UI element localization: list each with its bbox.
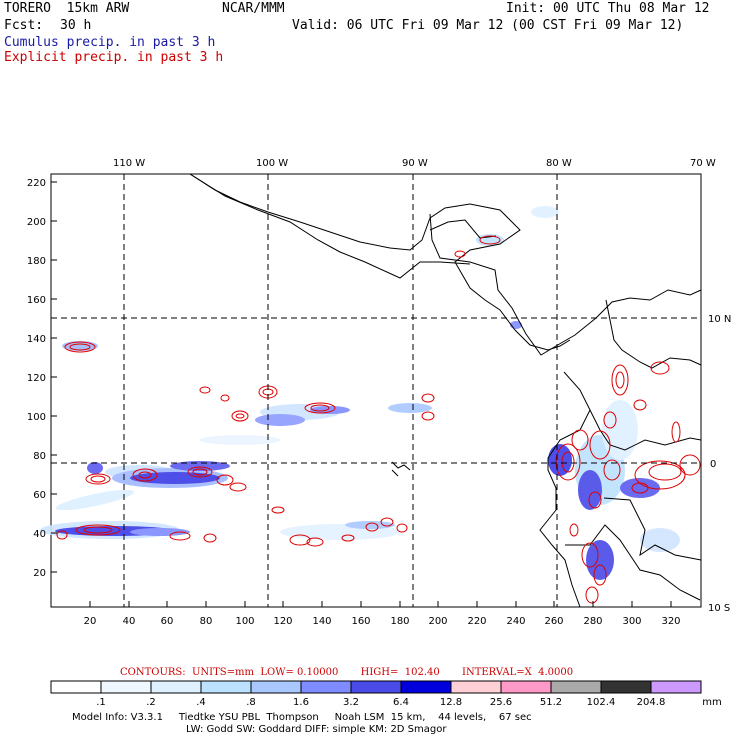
coastlines xyxy=(189,173,702,608)
legend-explicit: Explicit precip. in past 3 h xyxy=(4,50,224,65)
axis-ticks xyxy=(51,181,672,607)
colorbar-label: .4 xyxy=(196,697,206,708)
x-tick-label: 40 xyxy=(123,616,136,627)
x-tick-label: 100 xyxy=(235,616,254,627)
colorbar-swatch xyxy=(600,680,652,694)
lon-label: 80 W xyxy=(546,158,572,169)
colorbar xyxy=(50,680,702,694)
forecast-label: Fcst: xyxy=(4,18,44,33)
y-tick-label: 140 xyxy=(27,334,46,345)
y-tick-label: 100 xyxy=(27,412,46,423)
contour-info: CONTOURS: UNITS=mm LOW= 0.10000 HIGH= 10… xyxy=(120,667,574,678)
lat-labels: 10 N 0 10 S xyxy=(708,314,731,614)
colorbar-label: .1 xyxy=(96,697,106,708)
colorbar-swatch xyxy=(50,680,102,694)
x-tick-label: 300 xyxy=(622,616,641,627)
colorbar-label: 3.2 xyxy=(343,697,359,708)
colorbar-swatch xyxy=(200,680,252,694)
lon-label: 100 W xyxy=(256,158,288,169)
model-info-line1: Model Info: V3.3.1 Tiedtke YSU PBL Thomp… xyxy=(72,712,532,723)
colorbar-label: 12.8 xyxy=(440,697,462,708)
colorbar-swatch xyxy=(500,680,552,694)
lat-label: 10 S xyxy=(708,603,730,614)
x-tick-label: 160 xyxy=(351,616,370,627)
x-tick-labels: 20 40 60 80 100 120 140 160 180 200 220 … xyxy=(84,616,681,627)
explicit-precip xyxy=(56,235,701,604)
colorbar-label: 102.4 xyxy=(587,697,616,708)
y-tick-label: 40 xyxy=(33,529,46,540)
colorbar-label: 1.6 xyxy=(293,697,309,708)
graticule xyxy=(51,174,701,607)
x-tick-label: 240 xyxy=(506,616,525,627)
y-tick-label: 60 xyxy=(33,490,46,501)
y-tick-label: 160 xyxy=(27,295,46,306)
colorbar-swatch xyxy=(150,680,202,694)
model-info-line2: LW: Godd SW: Goddard DIFF: simple KM: 2D… xyxy=(186,724,447,735)
y-tick-label: 200 xyxy=(27,217,46,228)
y-tick-label: 180 xyxy=(27,256,46,267)
x-tick-label: 320 xyxy=(661,616,680,627)
y-tick-label: 20 xyxy=(33,568,46,579)
colorbar-swatch xyxy=(450,680,502,694)
x-tick-label: 220 xyxy=(467,616,486,627)
y-tick-label: 80 xyxy=(33,451,46,462)
y-tick-label: 220 xyxy=(27,178,46,189)
lat-label: 10 N xyxy=(708,314,731,325)
lon-label: 70 W xyxy=(690,158,716,169)
center-label: NCAR/MMM xyxy=(222,1,285,16)
colorbar-swatch xyxy=(650,680,702,694)
colorbar-label: 6.4 xyxy=(393,697,409,708)
colorbar-label: 204.8 xyxy=(637,697,666,708)
colorbar-label: 51.2 xyxy=(540,697,562,708)
valid-time: Valid: 06 UTC Fri 09 Mar 12 (00 CST Fri … xyxy=(292,18,684,33)
forecast-hour: 30 h xyxy=(60,18,92,33)
lon-labels: 110 W 100 W 90 W 80 W 70 W xyxy=(113,158,716,169)
y-tick-labels: 20 40 60 80 100 120 140 160 180 200 220 xyxy=(27,178,46,579)
y-tick-label: 120 xyxy=(27,373,46,384)
model-title: TORERO 15km ARW xyxy=(4,1,130,16)
legend-cumulus: Cumulus precip. in past 3 h xyxy=(4,35,216,50)
colorbar-label: 25.6 xyxy=(490,697,512,708)
x-tick-label: 200 xyxy=(428,616,447,627)
lat-label: 0 xyxy=(710,459,716,470)
init-time: Init: 00 UTC Thu 08 Mar 12 xyxy=(506,1,710,16)
x-tick-label: 120 xyxy=(273,616,292,627)
x-tick-label: 280 xyxy=(583,616,602,627)
colorbar-swatch xyxy=(550,680,602,694)
x-tick-label: 140 xyxy=(312,616,331,627)
colorbar-label: .2 xyxy=(146,697,156,708)
x-tick-label: 260 xyxy=(544,616,563,627)
colorbar-labels: .1 .2 .4 .8 1.6 3.2 6.4 12.8 25.6 51.2 1… xyxy=(96,697,722,708)
lon-label: 110 W xyxy=(113,158,145,169)
colorbar-swatch xyxy=(400,680,452,694)
colorbar-label: .8 xyxy=(246,697,256,708)
x-tick-label: 180 xyxy=(390,616,409,627)
colorbar-swatch xyxy=(250,680,302,694)
colorbar-swatch xyxy=(300,680,352,694)
colorbar-swatch xyxy=(350,680,402,694)
x-tick-label: 20 xyxy=(84,616,97,627)
x-tick-label: 60 xyxy=(161,616,174,627)
colorbar-swatch xyxy=(100,680,152,694)
colorbar-unit: mm xyxy=(702,697,721,708)
lon-label: 90 W xyxy=(402,158,428,169)
x-tick-label: 80 xyxy=(200,616,213,627)
